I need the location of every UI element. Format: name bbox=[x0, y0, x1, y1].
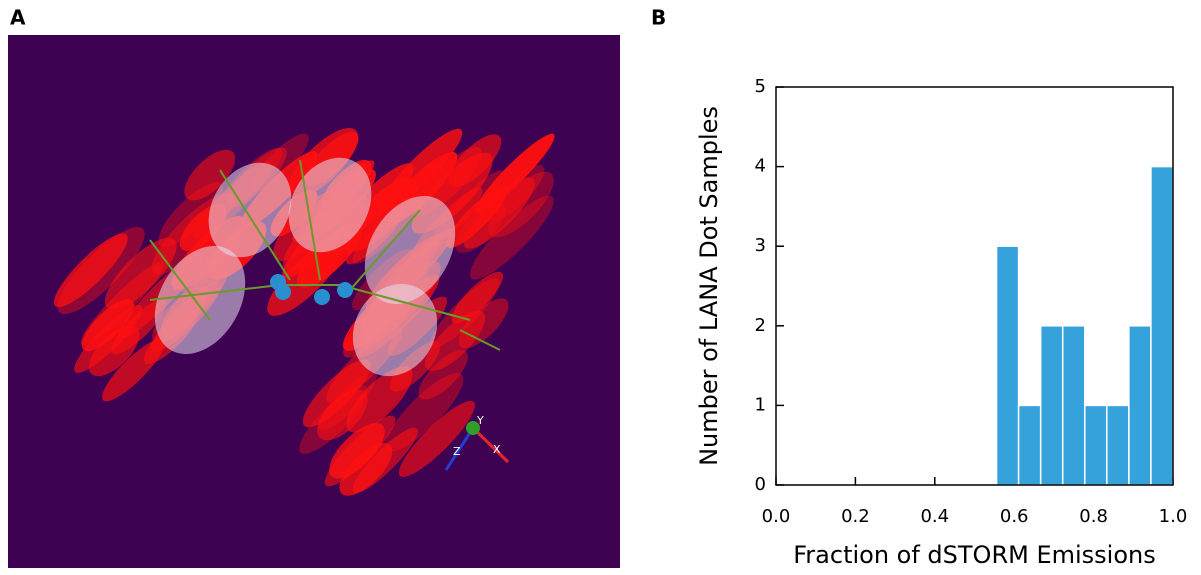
red-blob bbox=[104, 237, 177, 310]
render-3d bbox=[8, 35, 620, 568]
y-tick-label: 0 bbox=[755, 474, 766, 495]
plot-frame bbox=[775, 86, 1174, 486]
red-blob bbox=[158, 182, 224, 247]
fiber bbox=[219, 169, 291, 281]
domain-ellipsoid bbox=[288, 157, 372, 253]
red-blob bbox=[352, 427, 418, 493]
red-blob bbox=[80, 261, 164, 346]
y-tick-label: 2 bbox=[755, 315, 766, 336]
gizmo-z bbox=[444, 427, 475, 471]
bar bbox=[1150, 165, 1174, 486]
gizmo-y bbox=[466, 421, 480, 435]
gizmo-x bbox=[471, 426, 510, 464]
red-blob bbox=[317, 389, 368, 441]
fiber bbox=[299, 159, 321, 281]
red-blob bbox=[88, 325, 140, 377]
x-tick-label: 0.6 bbox=[1000, 506, 1029, 527]
panel-label: B bbox=[651, 6, 666, 30]
bar bbox=[1017, 404, 1042, 486]
red-blob bbox=[418, 350, 468, 400]
red-blob bbox=[299, 385, 368, 454]
domain-ellipsoid bbox=[352, 283, 438, 377]
red-blob bbox=[184, 149, 236, 201]
fiber bbox=[149, 284, 281, 301]
fiber bbox=[459, 329, 501, 351]
red-blob bbox=[53, 233, 128, 308]
protein bbox=[270, 274, 286, 290]
y-tick-label: 5 bbox=[755, 76, 766, 97]
red-blob bbox=[448, 134, 502, 188]
red-blob bbox=[385, 373, 464, 452]
red-blob bbox=[488, 171, 554, 238]
red-blob bbox=[346, 366, 413, 433]
x-tick-label: 0.0 bbox=[762, 506, 791, 527]
red-blob bbox=[81, 299, 134, 352]
red-blob bbox=[455, 202, 506, 253]
red-blob bbox=[329, 423, 385, 479]
gizmo-label: X bbox=[493, 443, 501, 456]
x-axis-label: Fraction of dSTORM Emissions bbox=[793, 541, 1156, 569]
render-background bbox=[8, 35, 620, 568]
fiber bbox=[339, 284, 471, 321]
red-blob bbox=[398, 400, 475, 477]
bar bbox=[1084, 404, 1108, 486]
y-tick-label: 4 bbox=[755, 156, 766, 177]
red-blob bbox=[463, 177, 535, 249]
red-blob bbox=[451, 271, 504, 324]
gizmo-label: Y bbox=[476, 414, 484, 427]
panel-label: A bbox=[10, 6, 26, 30]
red-blob bbox=[488, 165, 545, 221]
gizmo-label: Z bbox=[453, 445, 461, 458]
red-blob bbox=[469, 195, 554, 280]
x-tick-label: 1.0 bbox=[1159, 506, 1188, 527]
red-blob bbox=[475, 133, 555, 214]
bar bbox=[1106, 404, 1130, 486]
y-tick-label: 3 bbox=[755, 235, 766, 256]
fiber bbox=[349, 209, 421, 291]
y-tick-label: 1 bbox=[755, 394, 766, 415]
axis-gizmo: Y X Z bbox=[444, 414, 510, 471]
protein bbox=[337, 282, 353, 298]
bar bbox=[995, 245, 1020, 486]
y-axis-label: Number of LANA Dot Samples bbox=[695, 106, 723, 466]
bar bbox=[1039, 325, 1064, 486]
protein bbox=[314, 289, 330, 305]
bar bbox=[1061, 325, 1086, 486]
domain-ellipsoid bbox=[364, 195, 456, 305]
x-tick-label: 0.8 bbox=[1079, 506, 1108, 527]
domain-ellipsoid bbox=[154, 245, 246, 355]
x-tick-label: 0.2 bbox=[841, 506, 870, 527]
red-blob bbox=[424, 310, 486, 371]
fiber bbox=[149, 239, 211, 321]
x-tick-label: 0.4 bbox=[920, 506, 949, 527]
bar bbox=[1128, 325, 1152, 486]
